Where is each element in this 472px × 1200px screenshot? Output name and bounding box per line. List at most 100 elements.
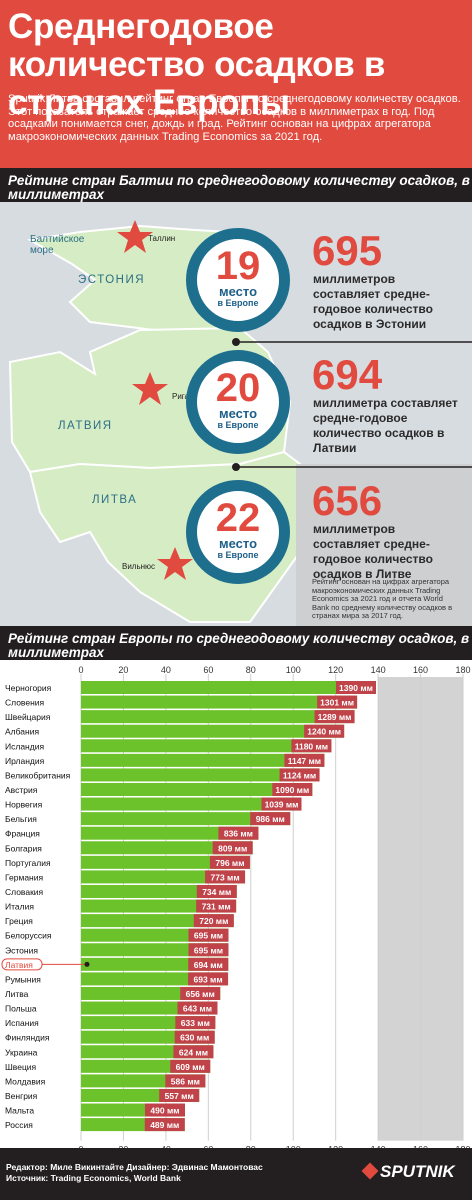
bar-value-label: 1240 мм (307, 727, 341, 737)
bar-value-label: 720 мм (199, 916, 228, 926)
bar-value-box (317, 695, 358, 709)
lithuania-value: 656 (312, 477, 383, 524)
x-tick-label-top: 140 (371, 665, 386, 675)
latvia-rank-word: место (218, 406, 258, 421)
x-tick-label-top: 120 (328, 665, 343, 675)
bar-value-label: 633 мм (181, 1018, 210, 1028)
highlight-dot (84, 961, 90, 967)
category-label: Норвегия (5, 800, 43, 810)
bar (81, 855, 250, 869)
vilnius-star (157, 547, 193, 580)
x-tick-label-top: 180 (455, 665, 470, 675)
category-label: Швейцария (5, 712, 51, 722)
bar (81, 695, 358, 709)
bar-value-box (144, 1103, 185, 1117)
sputnik-logo: SPUTNIK (361, 1162, 455, 1182)
bar-value-box (196, 899, 237, 913)
x-tick-label-top: 60 (203, 665, 213, 675)
bar-value-label: 809 мм (218, 843, 247, 853)
category-label: Италия (5, 902, 34, 912)
europe-section-title: Рейтинг стран Европы по среднегодовому к… (0, 626, 472, 660)
bar-value-label: 1147 мм (288, 756, 321, 766)
bar-value-label: 796 мм (215, 858, 244, 868)
category-label: Португалия (5, 858, 51, 868)
bar-value-label: 731 мм (202, 902, 231, 912)
bar-value-label: 986 мм (256, 814, 285, 824)
bar (81, 681, 376, 694)
bar-value-label: 1301 мм (320, 698, 354, 708)
x-tick-label-top: 20 (118, 665, 128, 675)
bar-value-box (250, 812, 291, 826)
intro-text: Sputnik Литва составил рейтинг стран Евр… (8, 93, 461, 143)
category-label: Черногория (5, 683, 52, 693)
bar-value-box (218, 826, 259, 840)
bar-value-box (209, 855, 250, 869)
bar-value-box (159, 1088, 200, 1102)
estonia-rank-sub: в Европе (217, 298, 259, 308)
bar-value-label: 734 мм (202, 887, 231, 897)
category-label: Литва (5, 989, 29, 999)
bar-value-label: 630 мм (180, 1033, 209, 1043)
bar-value-box (177, 1001, 218, 1015)
category-label: Ирландия (5, 756, 45, 766)
category-label: Бельгия (5, 814, 37, 824)
latvia-map-label: ЛАТВИЯ (58, 420, 113, 432)
bar-value-label: 695 мм (194, 945, 223, 955)
bar-value-label: 693 мм (194, 974, 223, 984)
bar (81, 797, 302, 811)
latvia-value: 694 (312, 351, 383, 398)
bar-value-box (188, 943, 229, 957)
category-label: Испания (5, 1018, 39, 1028)
bar-value-box (188, 928, 229, 942)
sputnik-logo-text: SPUTNIK (380, 1162, 455, 1181)
category-label: Болгария (5, 843, 42, 853)
bar-value-box (170, 1059, 211, 1073)
europe-chart-panel: 0020204040606080801001001201201401401601… (0, 660, 472, 1155)
bar-value-label: 643 мм (183, 1004, 212, 1014)
lithuania-rank-circle: 22 место в Европе (186, 480, 290, 584)
estonia-desc: миллиметров составляет средне-годовое ко… (313, 272, 433, 331)
bar (81, 753, 325, 767)
bar-value-box (196, 884, 237, 898)
latvia-rank-circle: 20 место в Европе (186, 350, 290, 454)
bar-value-label: 1289 мм (318, 712, 352, 722)
x-tick-label-top: 0 (78, 665, 83, 675)
bar (81, 710, 355, 724)
estonia-rank: 19 (215, 244, 261, 288)
tallinn-star (117, 220, 153, 253)
riga-label: Рига (172, 392, 189, 401)
bar-value-box (205, 870, 246, 884)
bar-value-label: 1124 мм (283, 770, 316, 780)
bar-value-label: 836 мм (224, 829, 253, 839)
x-tick-label-top: 100 (286, 665, 301, 675)
bar-value-box (335, 681, 376, 694)
bar-value-label: 490 мм (150, 1106, 179, 1116)
latvia-rank-sub: в Европе (217, 420, 259, 430)
credits: Редактор: Миле Викинтайте Дизайнер: Эдви… (6, 1162, 263, 1184)
sputnik-logo-icon (361, 1162, 379, 1180)
bar-value-label: 773 мм (210, 872, 239, 882)
category-label: Россия (5, 1120, 33, 1130)
sea-label: Балтийское море (30, 234, 85, 256)
estonia-rank-word: место (218, 284, 258, 299)
x-tick-label-top: 80 (246, 665, 256, 675)
bar-value-label: 624 мм (179, 1047, 208, 1057)
bar-value-label: 1180 мм (295, 741, 328, 751)
latvia-desc: миллиметра составляет средне-годовое кол… (313, 396, 458, 455)
riga-star (132, 372, 168, 405)
category-label: Мальта (5, 1106, 34, 1116)
category-label: Украина (5, 1047, 38, 1057)
bar-value-box (314, 710, 355, 724)
category-label: Швеция (5, 1062, 37, 1072)
estonia-value: 695 (312, 227, 383, 274)
bar (81, 841, 253, 855)
baltic-section-title: Рейтинг стран Балтии по среднегодовому к… (0, 168, 472, 202)
bar-value-label: 694 мм (194, 960, 223, 970)
bar-value-box (279, 768, 320, 782)
x-tick-label-top: 40 (161, 665, 171, 675)
bar-value-box (188, 972, 229, 986)
bar (81, 812, 291, 826)
category-label: Румыния (5, 974, 41, 984)
x-tick-label-top: 160 (413, 665, 428, 675)
bar (81, 782, 313, 796)
